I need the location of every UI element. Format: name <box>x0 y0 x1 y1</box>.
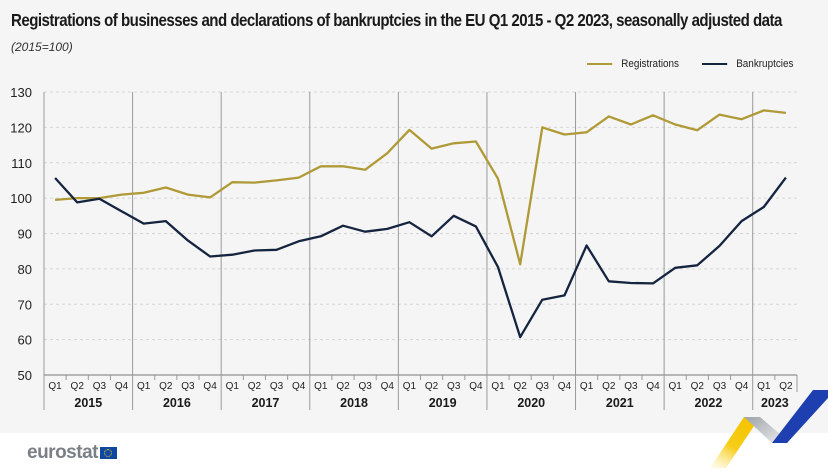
x-year-label: 2023 <box>761 396 789 410</box>
y-tick-label: 100 <box>10 191 32 206</box>
y-tick-label: 90 <box>18 227 32 242</box>
chart-title: Registrations of businesses and declarat… <box>11 10 782 30</box>
legend-label-registrations: Registrations <box>621 58 679 70</box>
eurostat-logo[interactable]: eurostat <box>27 442 117 464</box>
x-quarter-label: Q3 <box>447 381 461 392</box>
x-quarter-label: Q1 <box>137 381 151 392</box>
y-tick-label: 80 <box>18 262 32 277</box>
series-line-bankruptcies <box>54 176 787 339</box>
legend-item-registrations[interactable]: Registrations <box>587 58 679 70</box>
legend-swatch-registrations <box>587 62 613 66</box>
legend-item-bankruptcies[interactable]: Bankruptcies <box>702 58 793 70</box>
x-quarter-label: Q1 <box>580 381 594 392</box>
x-quarter-label: Q1 <box>226 381 240 392</box>
x-year-label: 2017 <box>252 396 280 410</box>
x-quarter-label: Q3 <box>270 381 284 392</box>
y-tick-label: 50 <box>18 368 32 383</box>
x-year-label: 2015 <box>74 396 102 410</box>
x-year-label: 2018 <box>340 396 368 410</box>
x-quarter-label: Q3 <box>624 381 638 392</box>
x-quarter-label: Q1 <box>669 381 683 392</box>
x-quarter-label: Q4 <box>203 381 217 392</box>
x-quarter-label: Q4 <box>115 381 129 392</box>
x-quarter-label: Q4 <box>558 381 572 392</box>
y-tick-label: 70 <box>18 297 32 312</box>
x-year-label: 2016 <box>163 396 191 410</box>
x-quarter-label: Q1 <box>48 381 62 392</box>
x-quarter-label: Q2 <box>691 381 705 392</box>
x-quarter-label: Q1 <box>491 381 505 392</box>
x-quarter-label: Q1 <box>757 381 771 392</box>
x-quarter-label: Q2 <box>159 381 173 392</box>
logo-text: eurostat <box>27 442 98 463</box>
legend-swatch-bankruptcies <box>702 62 728 66</box>
chart-panel <box>0 0 828 433</box>
chart-subtitle: (2015=100) <box>11 40 73 54</box>
x-quarter-label: Q3 <box>181 381 195 392</box>
y-tick-label: 110 <box>11 156 32 171</box>
legend: Registrations Bankruptcies <box>0 58 828 72</box>
x-quarter-label: Q2 <box>602 381 616 392</box>
x-quarter-label: Q3 <box>713 381 727 392</box>
x-quarter-label: Q1 <box>314 381 328 392</box>
x-quarter-label: Q3 <box>358 381 372 392</box>
x-quarter-label: Q2 <box>336 381 350 392</box>
x-quarter-label: Q2 <box>779 381 793 392</box>
x-quarter-label: Q2 <box>71 381 85 392</box>
y-tick-label: 130 <box>10 85 32 100</box>
y-tick-label: 120 <box>10 120 32 135</box>
x-quarter-label: Q1 <box>403 381 417 392</box>
x-quarter-label: Q4 <box>469 381 483 392</box>
x-quarter-label: Q4 <box>292 381 306 392</box>
x-quarter-label: Q2 <box>425 381 439 392</box>
x-quarter-label: Q2 <box>248 381 262 392</box>
x-year-label: 2021 <box>606 396 634 410</box>
x-quarter-label: Q2 <box>513 381 527 392</box>
x-year-label: 2020 <box>517 396 545 410</box>
x-quarter-label: Q4 <box>381 381 395 392</box>
x-quarter-label: Q3 <box>536 381 550 392</box>
x-quarter-label: Q4 <box>735 381 749 392</box>
series-line-registrations <box>55 109 787 266</box>
x-quarter-label: Q3 <box>93 381 107 392</box>
legend-label-bankruptcies: Bankruptcies <box>736 58 794 70</box>
x-year-label: 2019 <box>429 396 457 410</box>
eu-flag-icon <box>99 447 117 459</box>
x-quarter-label: Q4 <box>646 381 660 392</box>
x-year-label: 2022 <box>695 396 723 410</box>
y-tick-label: 60 <box>18 333 32 348</box>
